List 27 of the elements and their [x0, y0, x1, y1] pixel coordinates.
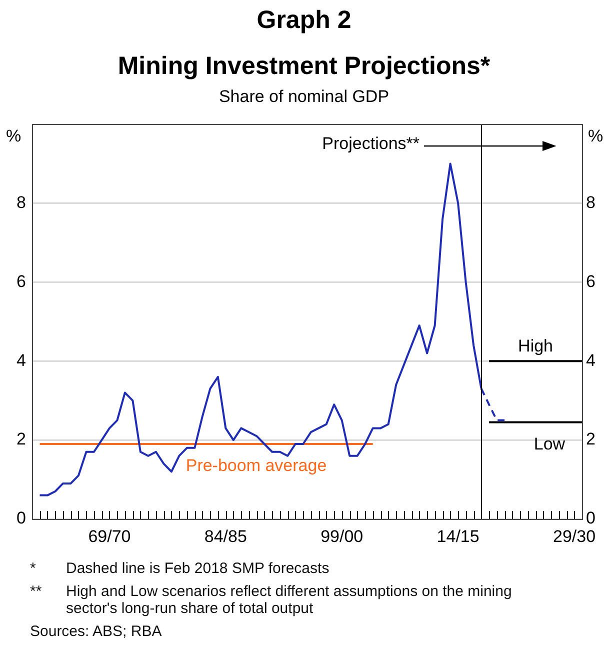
x-tick-label: 84/85 — [204, 526, 247, 546]
y2-tick-label: 8 — [586, 192, 596, 212]
x-tick-label: 99/00 — [320, 526, 364, 546]
y2-tick-label: 0 — [586, 508, 596, 528]
y2-axis-title: % — [588, 126, 604, 146]
text: Share of nominal GDP — [218, 87, 390, 107]
chart-subtitle: Mining Investment Projections* — [116, 52, 492, 81]
y-axis-title: % — [6, 126, 22, 146]
y2-tick-label: 2 — [586, 430, 596, 449]
series-label: Pre-boom average — [186, 456, 327, 476]
x-tick-label: 69/70 — [88, 526, 131, 546]
source-note: Sources: ABS; RBA — [30, 623, 162, 640]
x-tick-label: 14/15 — [436, 526, 480, 546]
series-label: Low — [534, 434, 566, 454]
text: * Dashed line is Feb 2018 SMP forecasts — [30, 560, 330, 577]
y-tick-label: 4 — [16, 350, 26, 370]
y2-tick-label: 4 — [586, 350, 596, 370]
chart-title: Graph 2 — [256, 6, 352, 35]
text: Projections** — [322, 134, 420, 153]
y-tick-label: 8 — [16, 192, 26, 212]
y2-tick-label: 6 — [586, 272, 596, 291]
y-tick-label: 6 — [16, 272, 26, 291]
series-label: High — [518, 336, 554, 356]
text: ** High and Low scenarios reflect different assumptions on the mining sector's long-run share of total output — [30, 583, 512, 617]
y-tick-label: 0 — [16, 508, 26, 528]
x-tick-label: 29/30 — [552, 526, 596, 546]
y-tick-label: 2 — [16, 430, 26, 449]
